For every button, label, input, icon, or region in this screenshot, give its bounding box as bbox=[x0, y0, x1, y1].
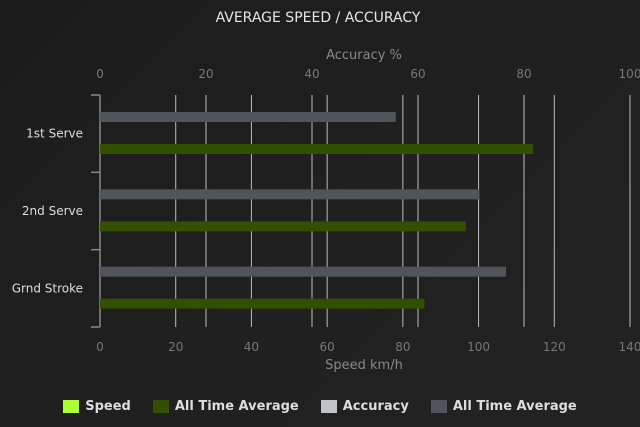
speed-average-bar bbox=[100, 144, 534, 154]
bottom-tick-label: 20 bbox=[168, 340, 183, 354]
category-label: 2nd Serve bbox=[22, 204, 83, 218]
speed-average-bar bbox=[100, 221, 466, 232]
legend-swatch bbox=[320, 400, 337, 413]
legend: Speed All Time Average Accuracy All Time Av… bbox=[0, 399, 640, 414]
category-label: 1st Serve bbox=[26, 127, 83, 141]
legend-label: Accuracy bbox=[342, 399, 409, 414]
legend-swatch bbox=[63, 400, 80, 413]
bottom-tick-label: 80 bbox=[395, 340, 410, 354]
bottom-tick-label: 100 bbox=[467, 340, 490, 354]
bottom-tick-label: 120 bbox=[543, 340, 566, 354]
legend-swatch bbox=[152, 400, 169, 413]
top-tick-label: 60 bbox=[410, 67, 425, 81]
bottom-tick-label: 40 bbox=[244, 340, 259, 354]
legend-label: All Time Average bbox=[174, 399, 299, 414]
accuracy-average-bar bbox=[100, 266, 506, 277]
bottom-tick-label: 60 bbox=[320, 340, 335, 354]
legend-label: All Time Average bbox=[452, 399, 577, 414]
legend-item[interactable]: All Time Average bbox=[430, 399, 577, 414]
legend-label: Speed bbox=[85, 399, 131, 414]
accuracy-average-bar bbox=[100, 112, 396, 122]
legend-item[interactable]: All Time Average bbox=[152, 399, 299, 414]
top-tick-label: 40 bbox=[304, 67, 319, 81]
category-label: Grnd Stroke bbox=[12, 281, 83, 295]
top-tick-label: 0 bbox=[96, 67, 104, 81]
top-tick-label: 80 bbox=[516, 67, 531, 81]
top-tick-label: 20 bbox=[198, 67, 213, 81]
legend-item[interactable]: Accuracy bbox=[320, 399, 409, 414]
top-axis-label: Accuracy % bbox=[326, 48, 402, 63]
bottom-axis-label: Speed km/h bbox=[325, 358, 403, 373]
bottom-tick-label: 140 bbox=[619, 340, 640, 354]
bottom-tick-label: 0 bbox=[96, 340, 104, 354]
chart-title: AVERAGE SPEED / ACCURACY bbox=[216, 10, 421, 26]
speed-average-bar bbox=[100, 298, 425, 309]
accuracy-average-bar bbox=[100, 189, 480, 200]
legend-item[interactable]: Speed bbox=[63, 399, 131, 414]
top-tick-label: 100 bbox=[619, 67, 640, 81]
legend-swatch bbox=[430, 400, 447, 413]
